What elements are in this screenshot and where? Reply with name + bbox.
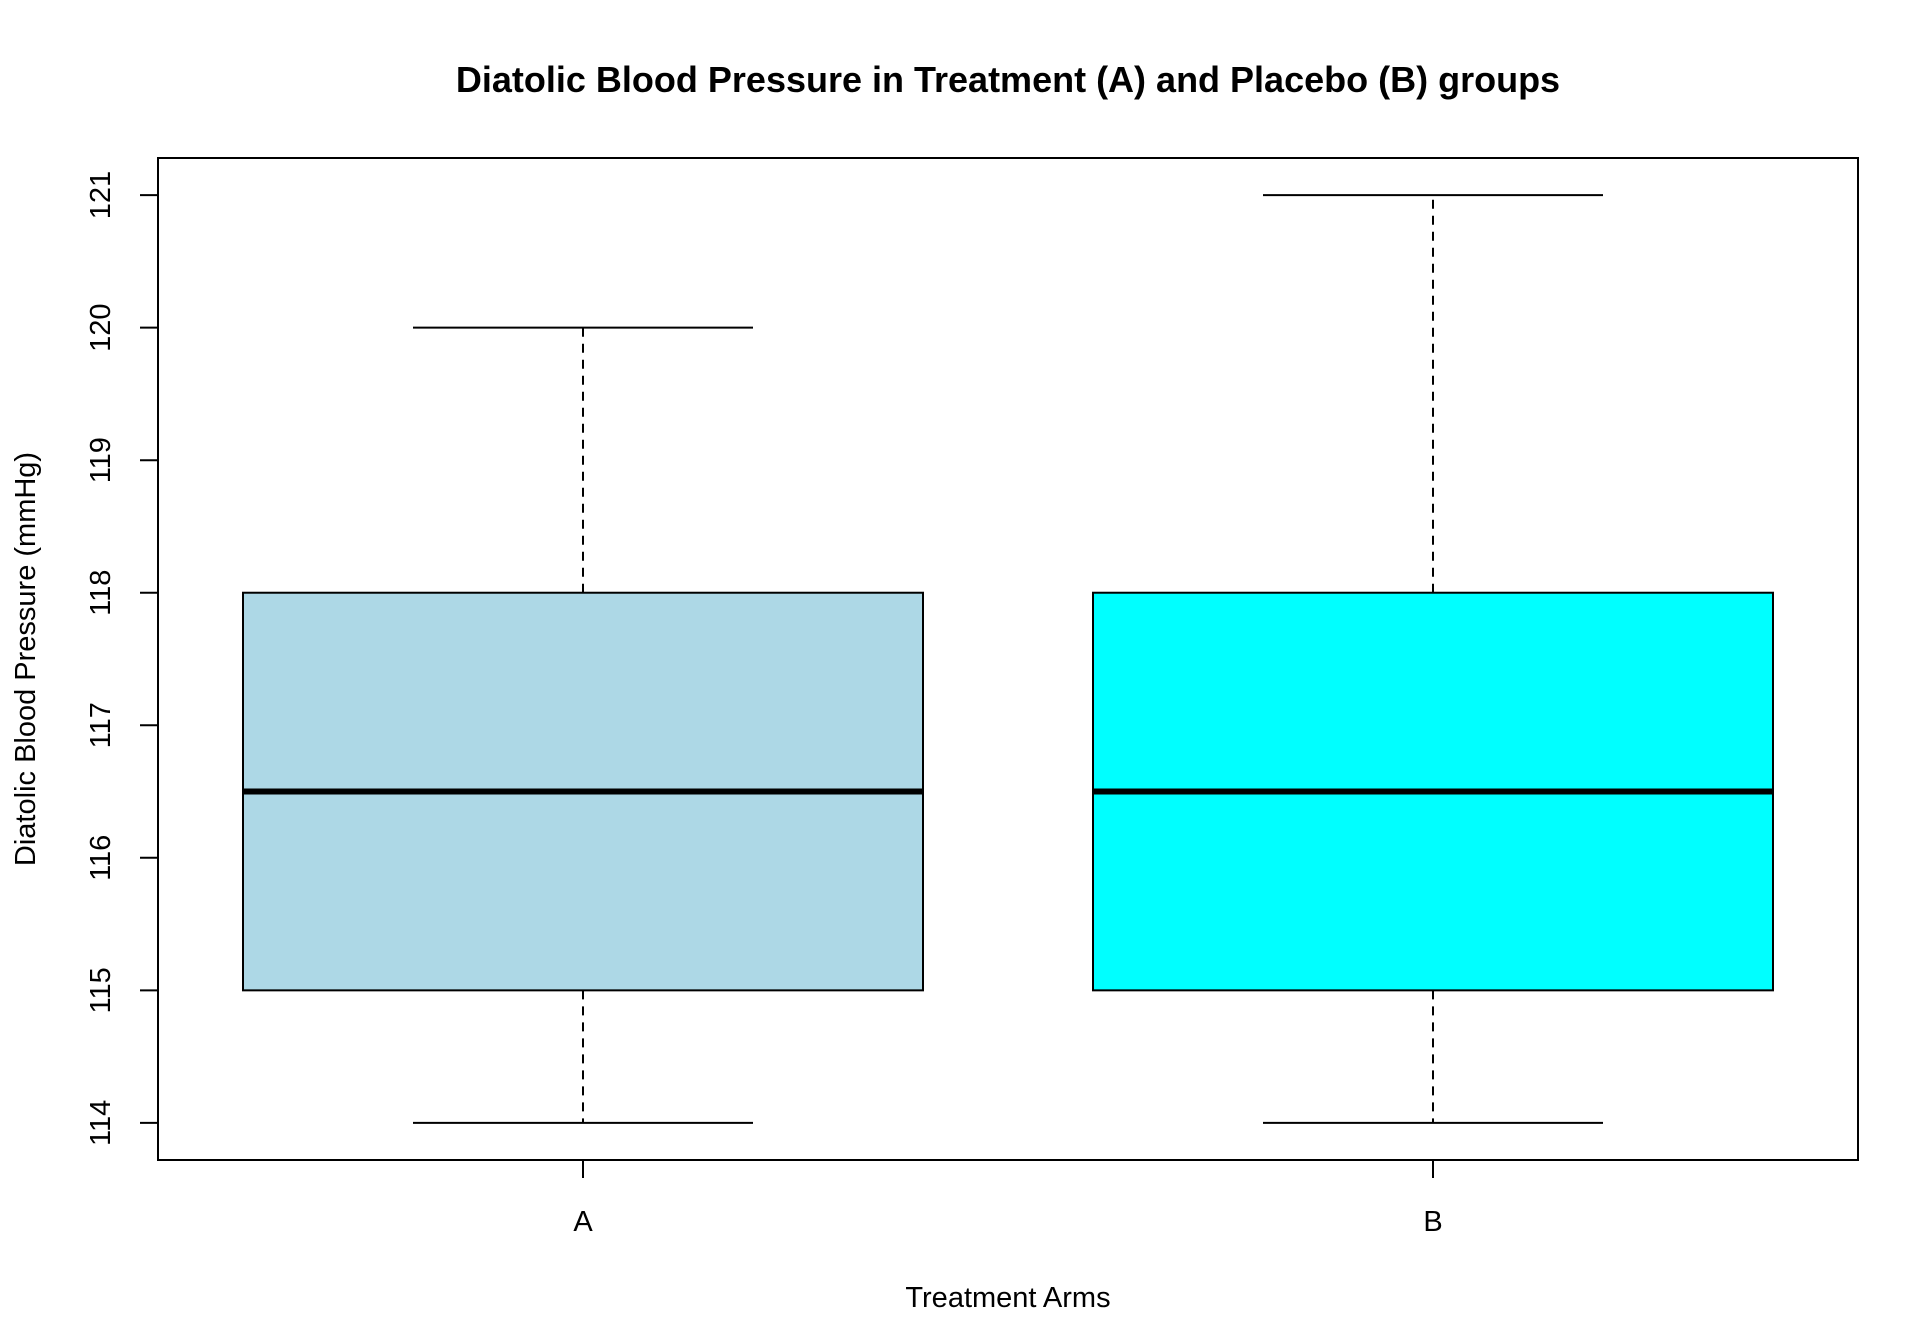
box-A xyxy=(242,326,924,1124)
y-axis-label: Diatolic Blood Pressure (mmHg) xyxy=(10,452,42,866)
box-B xyxy=(1092,194,1774,1124)
boxes xyxy=(242,194,1774,1124)
y-tick-label: 114 xyxy=(85,1100,117,1146)
chart-title: Diatolic Blood Pressure in Treatment (A)… xyxy=(456,59,1560,100)
y-tick-label: 119 xyxy=(85,437,117,483)
y-tick-label: 115 xyxy=(85,967,117,1013)
y-tick-label: 117 xyxy=(85,702,117,748)
x-tick-label: A xyxy=(573,1206,593,1238)
x-axis-label: Treatment Arms xyxy=(905,1282,1110,1314)
y-axis: 114 115 116 117 118 119 120 121 xyxy=(85,171,159,1146)
y-tick-label: 116 xyxy=(85,835,117,881)
y-tick-label: 120 xyxy=(85,303,117,351)
x-tick-label: B xyxy=(1423,1206,1442,1238)
y-tick-label: 118 xyxy=(85,570,117,616)
y-tick-label: 121 xyxy=(85,171,117,219)
